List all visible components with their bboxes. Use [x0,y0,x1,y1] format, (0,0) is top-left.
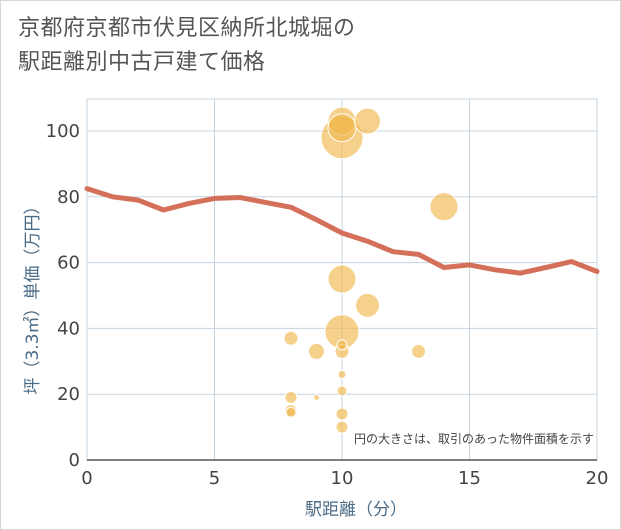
data-bubble [337,369,347,379]
y-tick-label: 80 [57,187,80,208]
data-bubble [335,407,349,421]
tick-labels: 0 5 10 15 20 0 20 40 60 80 100 [46,121,609,489]
data-bubble [308,342,325,360]
data-bubble [283,330,299,346]
chart-title-line1: 京都府京都市伏見区納所北城堀の [18,16,356,41]
x-tick-label: 15 [458,468,481,489]
x-tick-label: 5 [209,468,220,489]
y-tick-label: 100 [46,121,80,142]
size-annotation: 円の大きさは、取引のあった物件面積を示す [354,431,594,446]
data-bubble [284,390,298,404]
data-bubble [327,113,357,143]
chart-title: 京都府京都市伏見区納所北城堀の 駅距離別中古戸建て価格 [18,12,356,80]
bubble-layer [283,106,459,434]
data-bubble [285,406,297,418]
y-tick-label: 40 [57,318,80,339]
y-axis-label: 坪（3.3㎡）単価（万円） [23,197,43,394]
data-bubble [335,420,349,434]
price-line-layer [84,186,600,276]
data-bubble [336,339,348,351]
data-bubble [327,264,357,294]
average-price-line [84,186,600,276]
data-bubble [355,292,380,318]
x-axis-label: 駅距離（分） [305,500,407,520]
data-bubble [354,107,381,135]
y-tick-label: 0 [69,450,80,471]
y-tick-label: 20 [57,384,80,405]
chart-title-line2: 駅距離別中古戸建て価格 [18,50,266,75]
data-bubble [313,393,320,401]
x-tick-label: 10 [331,468,354,489]
data-bubble [429,192,459,222]
y-tick-label: 60 [57,253,80,274]
data-bubble [411,343,426,359]
data-bubble [336,385,348,397]
x-tick-label: 0 [81,468,92,489]
x-tick-label: 20 [586,468,609,489]
